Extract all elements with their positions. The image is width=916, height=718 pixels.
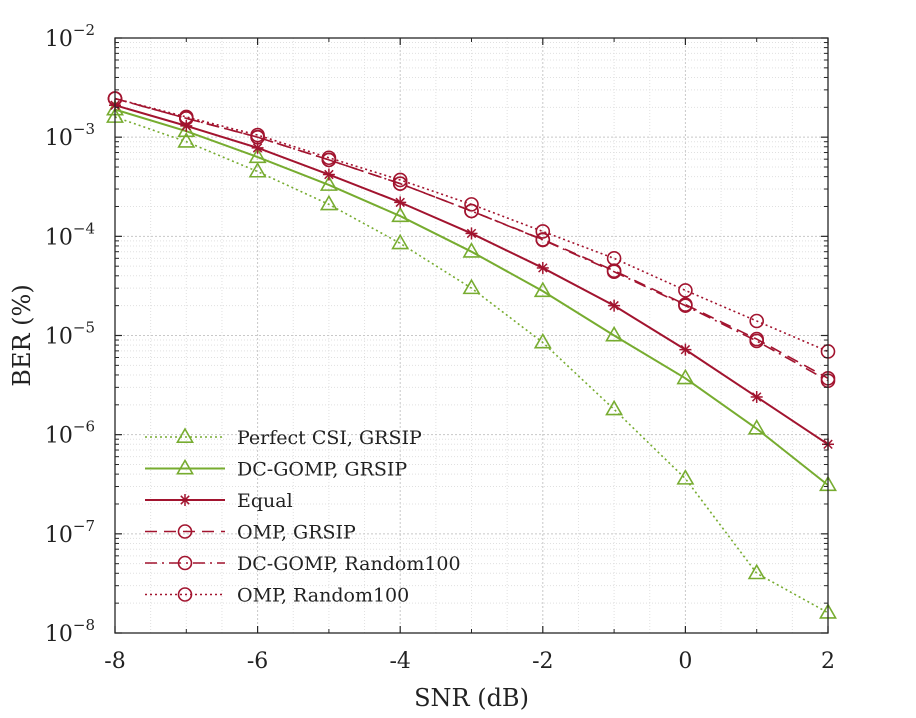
series-1 xyxy=(106,107,837,619)
data-point-marker xyxy=(676,368,695,385)
y-tick-exponent: −6 xyxy=(73,418,95,436)
y-tick-exponent: −8 xyxy=(73,616,95,634)
legend-item-1: Perfect CSI, GRSIP xyxy=(145,427,422,449)
legend-marker xyxy=(176,427,194,444)
data-point-marker xyxy=(608,299,621,312)
legend-label: DC-GOMP, Random100 xyxy=(237,553,461,575)
legend-marker xyxy=(177,555,193,571)
data-point-marker xyxy=(394,196,407,209)
data-point-marker xyxy=(391,233,410,250)
data-point-marker-stroke xyxy=(751,392,762,402)
x-tick-label: -2 xyxy=(532,649,553,674)
data-point-marker xyxy=(533,332,552,349)
data-point-marker xyxy=(605,325,624,342)
data-point-marker xyxy=(678,283,693,298)
data-point-marker-stroke xyxy=(538,263,548,273)
data-point-marker xyxy=(464,197,479,212)
data-point-marker-stroke xyxy=(466,228,477,239)
data-point-marker xyxy=(177,132,196,148)
data-point-marker xyxy=(750,390,763,403)
data-point-marker xyxy=(248,147,267,164)
y-tick-exponent: −2 xyxy=(73,21,95,39)
legend-marker xyxy=(177,587,193,602)
data-point-marker xyxy=(462,242,481,258)
legend-label: OMP, Random100 xyxy=(237,585,409,607)
data-point-marker xyxy=(676,469,695,485)
data-point-marker xyxy=(747,419,766,435)
data-point-marker xyxy=(319,194,338,211)
legend-marker xyxy=(177,524,193,539)
grid xyxy=(114,37,829,634)
x-tick-label: -6 xyxy=(247,649,268,674)
legend-label: DC-GOMP, GRSIP xyxy=(237,459,407,481)
data-point-marker-stroke xyxy=(395,197,405,208)
legend-item-3: Equal xyxy=(145,490,293,512)
data-point-marker xyxy=(533,281,552,298)
x-tick-label: -4 xyxy=(389,649,410,674)
x-tick-label: -8 xyxy=(104,649,125,674)
data-point-marker xyxy=(605,399,624,416)
data-point-marker xyxy=(749,313,765,329)
data-point-marker xyxy=(462,278,481,295)
data-point-marker xyxy=(536,261,549,274)
y-tick-exponent: −5 xyxy=(73,319,95,337)
y-tick-exponent: −3 xyxy=(73,120,95,138)
legend-label: OMP, GRSIP xyxy=(237,522,356,544)
data-point-marker xyxy=(679,343,692,356)
x-tick-label: 0 xyxy=(678,649,692,674)
data-point-marker xyxy=(606,251,622,266)
series-line xyxy=(114,97,829,382)
y-tick-label: 10−5 xyxy=(45,319,95,350)
series-line xyxy=(114,116,829,614)
legend-item-5: DC-GOMP, Random100 xyxy=(145,553,461,575)
y-tick-exponent: −7 xyxy=(73,517,95,535)
legend: Perfect CSI, GRSIP DC-GOMP, GRSIP Equal OMP… xyxy=(145,427,461,607)
data-point-marker xyxy=(179,109,194,125)
legend-marker xyxy=(176,458,194,475)
y-tick-exponent: −4 xyxy=(73,219,95,237)
series-line xyxy=(114,108,829,486)
y-axis-label: BER (%) xyxy=(8,284,36,386)
legend-label: Perfect CSI, GRSIP xyxy=(237,427,422,449)
data-point-marker xyxy=(319,175,338,191)
data-point-marker xyxy=(322,168,335,181)
data-point-marker xyxy=(749,333,765,349)
data-point-marker-stroke xyxy=(680,344,691,355)
legend-marker xyxy=(179,494,191,506)
data-point-marker-stroke xyxy=(324,169,334,180)
data-point-marker xyxy=(392,176,408,191)
data-point-marker xyxy=(248,161,267,178)
legend-item-2: DC-GOMP, GRSIP xyxy=(145,459,407,481)
data-point-marker xyxy=(747,563,766,580)
x-axis-label: SNR (dB) xyxy=(414,684,529,712)
legend-label: Equal xyxy=(237,490,293,512)
legend-item-6: OMP, Random100 xyxy=(145,585,409,607)
ticks: -8 -6 -4 -2 0 210−810−710−610−510−410−310−2 xyxy=(45,21,835,674)
x-tick-label: 2 xyxy=(821,649,835,674)
data-point-marker xyxy=(391,206,410,223)
data-point-marker xyxy=(465,227,478,240)
data-point-marker xyxy=(392,172,408,188)
data-point-marker xyxy=(535,232,551,248)
data-point-marker-stroke xyxy=(609,300,619,311)
data-point-marker xyxy=(535,224,551,239)
data-point-marker xyxy=(678,298,693,313)
legend-marker-stroke xyxy=(180,495,190,505)
data-point-marker-stroke xyxy=(252,143,263,153)
series-group xyxy=(106,91,837,619)
data-point-marker xyxy=(464,203,479,219)
legend-item-4: OMP, GRSIP xyxy=(145,522,356,544)
data-point-marker xyxy=(250,127,265,143)
data-point-marker xyxy=(321,150,337,166)
